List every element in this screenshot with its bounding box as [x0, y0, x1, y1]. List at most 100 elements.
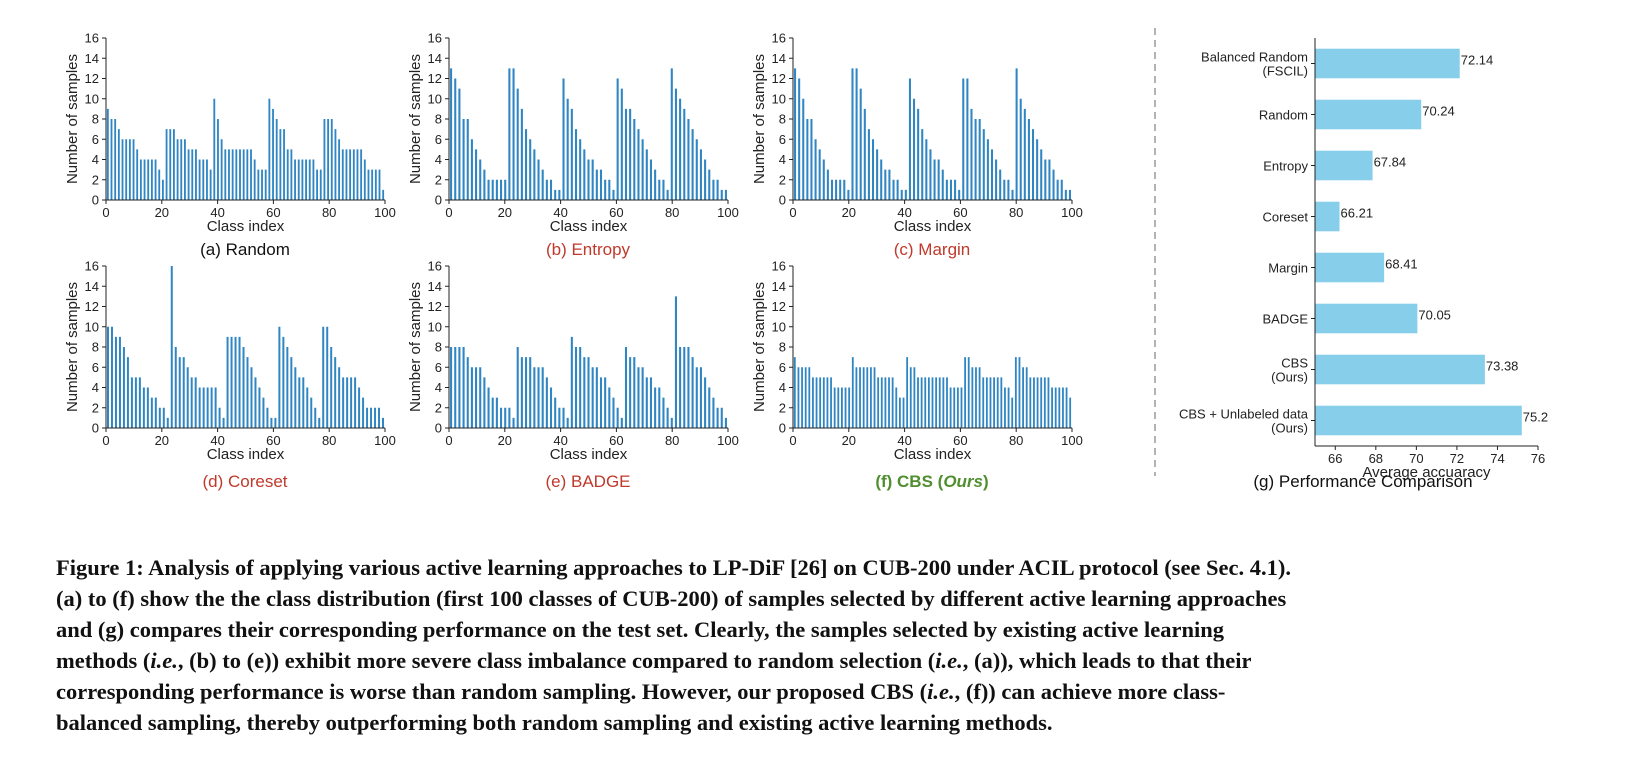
hist-c-bar: [982, 129, 985, 200]
hist-c-bar: [1068, 189, 1071, 200]
hist-d-bar: [326, 326, 329, 428]
hist-e-xtick-label: 100: [717, 433, 739, 448]
hist-b-bar: [649, 159, 653, 200]
hist-d-bar: [354, 377, 357, 428]
hist-b-bar: [587, 159, 590, 200]
hist-c-bar: [1044, 159, 1047, 200]
hist-e-bar: [649, 377, 653, 428]
hist-b-bar: [616, 78, 619, 200]
hist-f-ytick-label: 14: [772, 279, 786, 294]
hist-f-ytick-label: 6: [779, 360, 786, 375]
hist-a-ytick-label: 2: [92, 172, 99, 187]
hist-c-bar: [880, 159, 883, 200]
hist-d-bar: [230, 336, 233, 428]
hist-b-bar: [458, 88, 461, 200]
hist-a-bar: [294, 159, 296, 200]
hist-a-ytick-label: 0: [92, 193, 99, 208]
hist-b-bar: [612, 189, 615, 200]
hist-a-xtick-label: 40: [210, 205, 224, 220]
hist-f-bar: [1062, 387, 1064, 428]
hist-c-bar: [802, 98, 805, 200]
hist-b-bar: [716, 179, 719, 200]
hist-a-bar: [235, 149, 238, 200]
hist-d-bar: [266, 407, 269, 428]
hist-b-bar: [462, 119, 465, 200]
hist-f-bar: [909, 367, 912, 428]
hist-c-xtick-label: 60: [953, 205, 967, 220]
hist-b-bar: [699, 149, 702, 200]
caption-line-5: corresponding performance is worse than …: [56, 676, 1576, 707]
hist-f-bar: [975, 367, 977, 428]
hist-f-bar: [917, 377, 919, 428]
hist-c-bar: [970, 108, 973, 200]
hist-e-bar: [545, 377, 548, 428]
hist-e-bar: [679, 347, 682, 428]
hist-e-xtick-label: 0: [445, 433, 452, 448]
caption-ie-1: i.e.: [150, 648, 178, 673]
hist-a-bar: [206, 159, 208, 200]
hist-a-ylabel: Number of samples: [64, 54, 81, 184]
caption-line-1: Figure 1: Analysis of applying various a…: [56, 555, 1292, 580]
hist-d-xtick-label: 0: [102, 433, 109, 448]
hist-c-bar: [871, 139, 875, 200]
hist-a-bar: [312, 159, 315, 200]
hist-d-bar: [310, 397, 313, 428]
hist-f-bar: [906, 357, 909, 428]
caption-line-4b: , (b) to (e)) exhibit more severe class …: [177, 648, 936, 673]
hist-e-bar: [504, 407, 507, 428]
hist-e-bar: [695, 367, 698, 428]
caption-line-5a: corresponding performance is worse than …: [56, 679, 928, 704]
hist-d-bar: [362, 397, 365, 428]
hist-d-bar: [382, 417, 385, 428]
hist-e-bar: [708, 387, 711, 428]
hist-a-bar: [165, 129, 168, 200]
hist-b-bar: [470, 139, 473, 200]
hist-b-ytick-label: 6: [435, 132, 442, 147]
hist-a-bar: [209, 169, 212, 200]
hist-c-bar: [954, 179, 957, 200]
hist-a-bar: [360, 149, 363, 200]
hist-f-bar: [1054, 387, 1057, 428]
hist-f-bar: [815, 377, 818, 428]
hist-f-bar: [953, 387, 956, 428]
hist-d-bar: [330, 347, 333, 428]
hist-c-bar: [896, 179, 899, 200]
hist-b-bar: [629, 108, 632, 200]
hist-e-bar: [699, 367, 702, 428]
hist-c-bar: [892, 179, 895, 200]
hist-f-bar: [1011, 397, 1014, 428]
hist-b-bar: [683, 108, 686, 200]
hist-a-bar: [327, 119, 330, 200]
hist-d-bar: [342, 377, 345, 428]
hist-a-bar: [231, 149, 234, 200]
hist-d-bar: [258, 387, 261, 428]
hist-c-bar: [1023, 108, 1026, 200]
hist-e-bar: [604, 377, 607, 428]
hist-b-bar: [704, 159, 707, 200]
hist-f-bar: [1004, 387, 1006, 428]
hist-f-bar: [895, 387, 898, 428]
hist-a-bar: [220, 139, 223, 200]
perf-category-label: Balanced Random: [1201, 50, 1308, 65]
hist-b-bar: [662, 179, 665, 200]
hist-e-bar: [662, 397, 665, 428]
hist-f-bar: [1000, 377, 1003, 428]
caption-e: (e) BADGE: [545, 472, 631, 491]
hist-d-bar: [302, 377, 305, 428]
hist-a-bar: [128, 139, 131, 200]
hist-f-bar: [1047, 377, 1050, 428]
hist-d-ytick-label: 2: [92, 400, 99, 415]
hist-c-bar: [925, 139, 928, 200]
hist-b-ylabel: Number of samples: [407, 54, 424, 184]
hist-c-xtick-label: 100: [1061, 205, 1083, 220]
hist-f-bar: [822, 377, 825, 428]
hist-a-bar: [217, 119, 219, 200]
hist-b-bar: [624, 108, 628, 200]
hist-a-bar: [275, 119, 278, 200]
hist-b-ytick-label: 16: [428, 31, 442, 46]
hist-e-bar: [629, 357, 632, 428]
caption-d: (d) Coreset: [202, 472, 288, 491]
hist-f-bar: [819, 377, 822, 428]
hist-e-bar: [458, 347, 461, 428]
hist-d-bar: [274, 417, 277, 428]
